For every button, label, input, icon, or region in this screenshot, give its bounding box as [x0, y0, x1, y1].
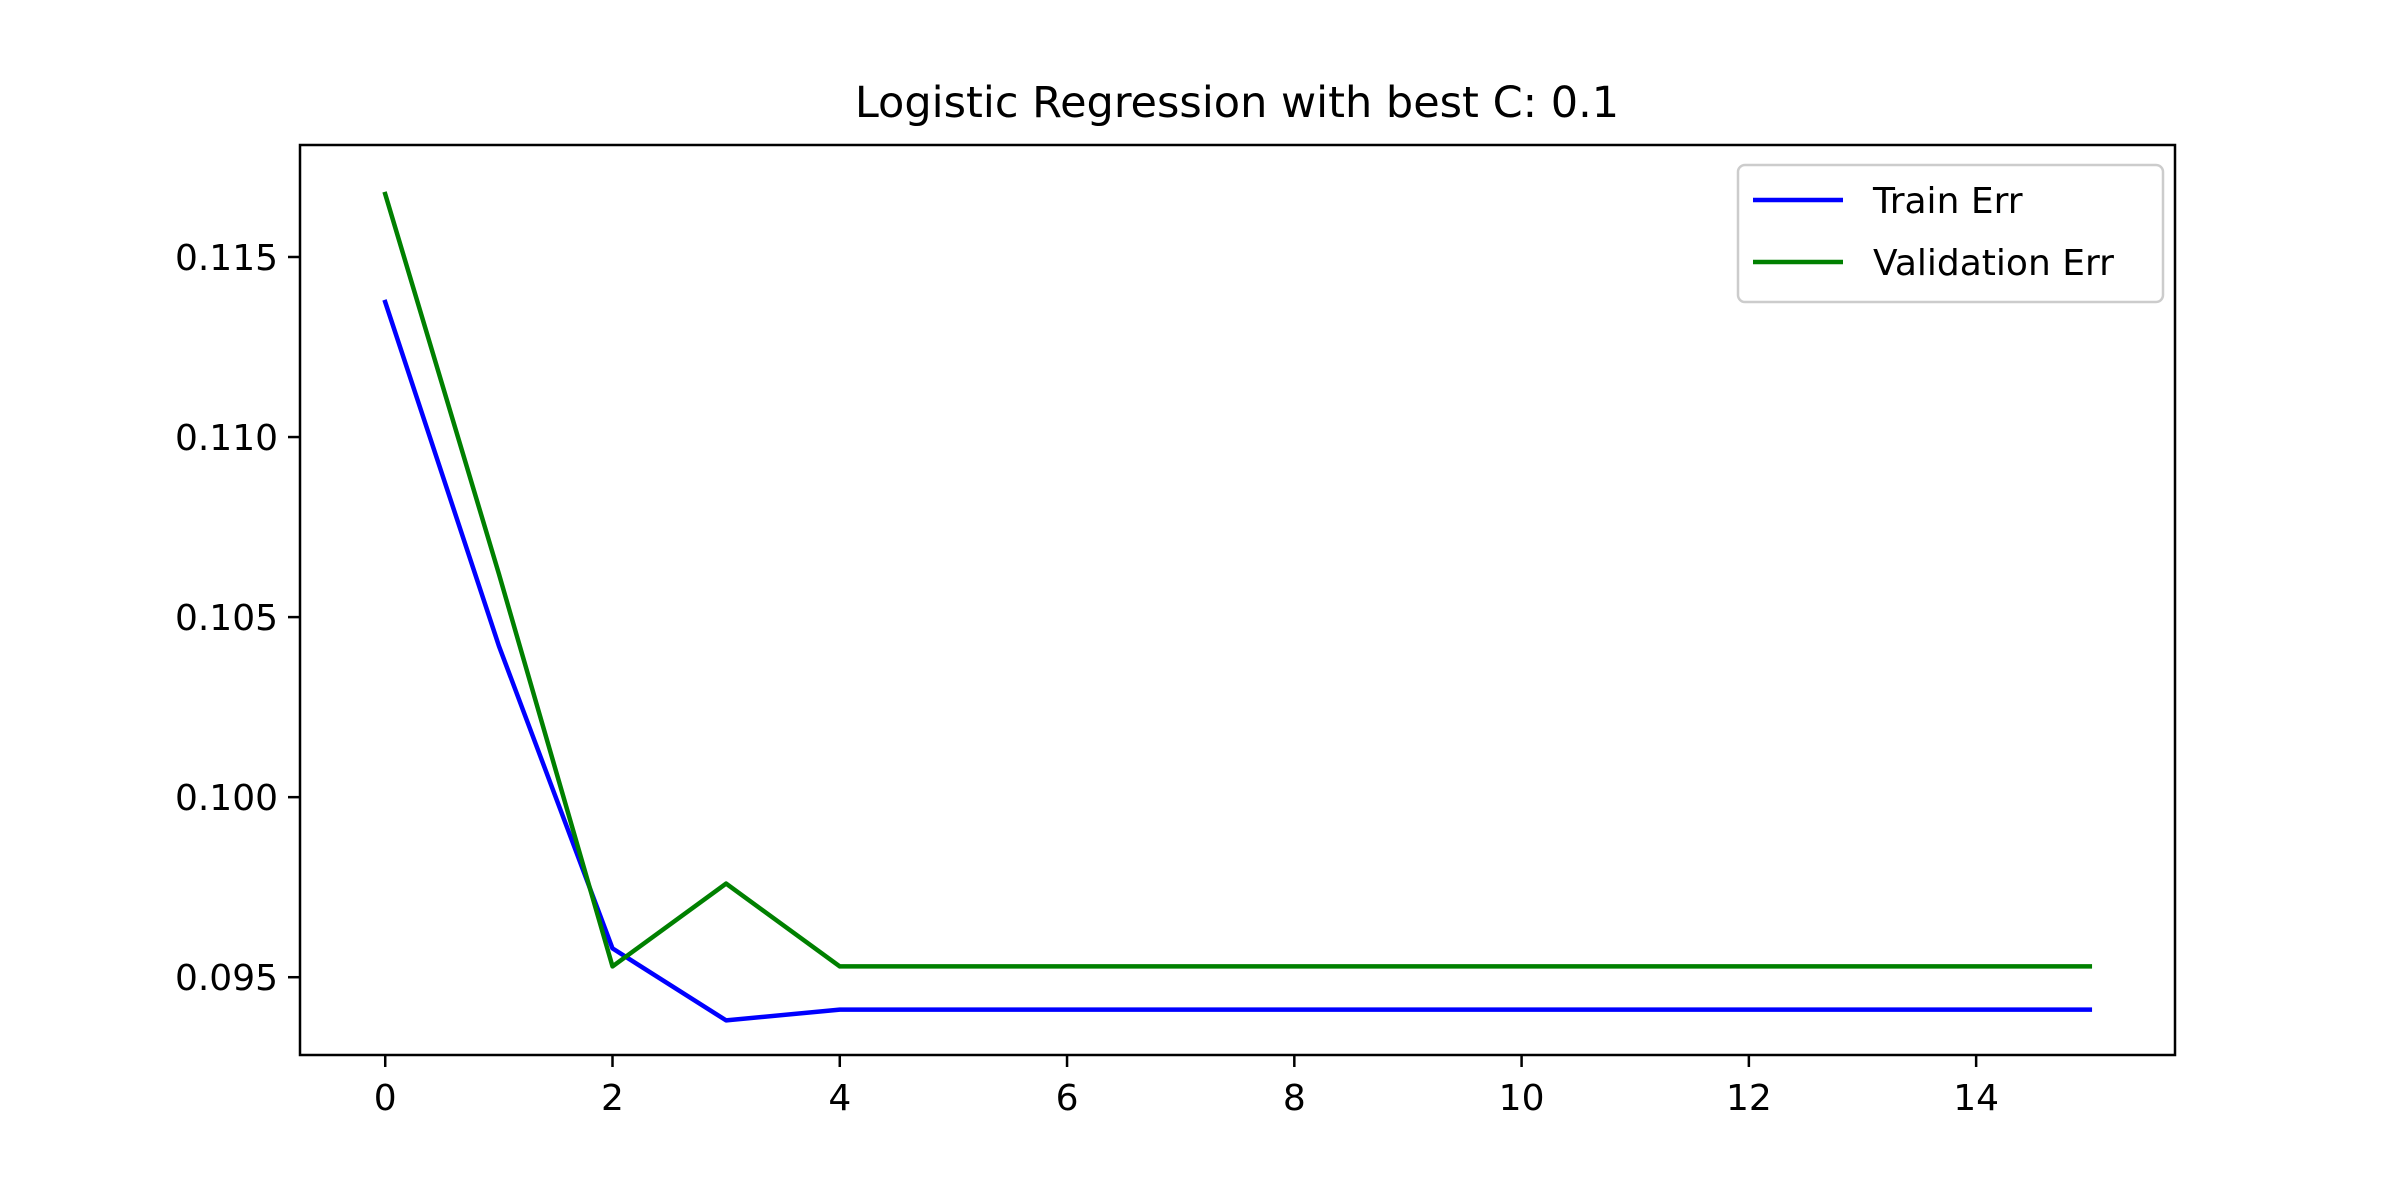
series-line-train-err [382, 299, 2093, 1023]
x-tick-label: 0 [374, 1078, 397, 1119]
x-tick-label: 8 [1283, 1078, 1306, 1119]
y-tick-label: 0.095 [175, 958, 278, 999]
y-tick-label: 0.100 [175, 778, 278, 819]
y-tick-label: 0.105 [175, 598, 278, 639]
chart-title: Logistic Regression with best C: 0.1 [855, 78, 1619, 128]
series-layer [382, 191, 2093, 1023]
legend-box [1736, 163, 2165, 304]
x-tick-label: 14 [1953, 1078, 1999, 1119]
legend-label: Train Err [1872, 181, 2023, 222]
x-tick-label: 12 [1726, 1078, 1772, 1119]
x-tick-label: 6 [1056, 1078, 1079, 1119]
legend: Train Err Validation Err [1736, 163, 2165, 304]
legend-label: Validation Err [1873, 243, 2114, 284]
y-tick-label: 0.115 [175, 238, 278, 279]
y-tick-label: 0.110 [175, 418, 278, 459]
x-tick-label: 4 [828, 1078, 851, 1119]
x-tick-label: 10 [1499, 1078, 1545, 1119]
x-tick-label: 2 [601, 1078, 624, 1119]
series-line-validation-err [382, 191, 2093, 969]
plot-frame [298, 143, 2177, 1057]
axes-layer: 0 2 4 6 8 10 12 14 0.095 0.100 0.105 0.110 0.115 [175, 238, 1999, 1119]
